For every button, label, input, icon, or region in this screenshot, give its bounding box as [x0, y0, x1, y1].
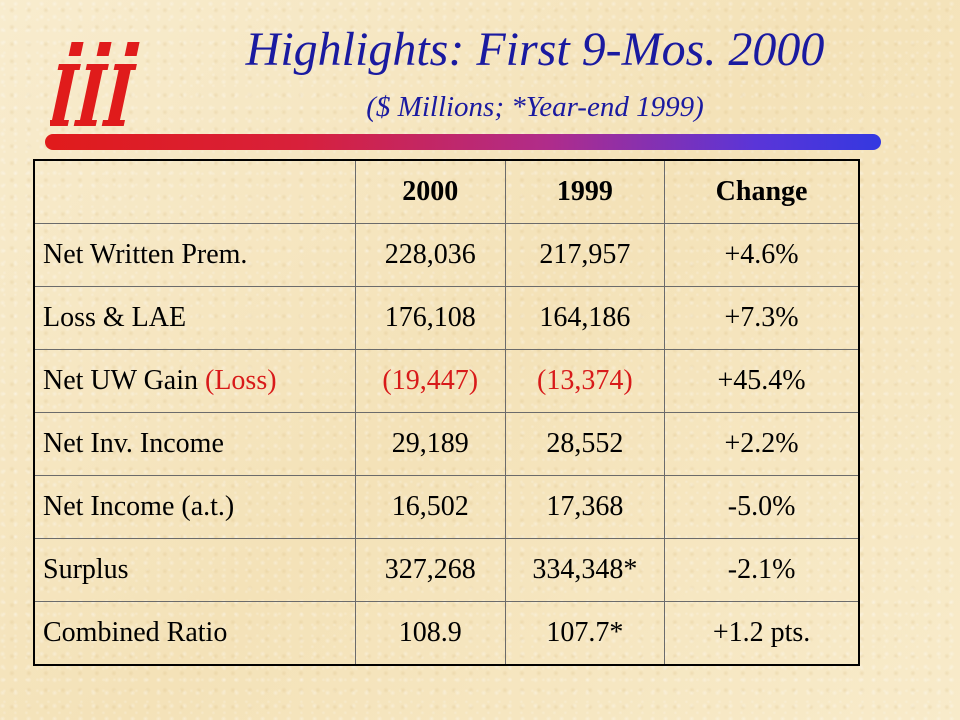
highlights-table: 2000 1999 Change Net Written Prem. 228,0…: [33, 159, 860, 666]
page-title: Highlights: First 9-Mos. 2000: [245, 23, 825, 76]
value-2000: 108.9: [354, 601, 506, 666]
value-1999: 107.7*: [504, 601, 666, 666]
value-2000: (19,447): [354, 349, 506, 413]
header-cell-1999: 1999: [504, 159, 666, 224]
row-label-main: Net UW Gain: [43, 365, 198, 396]
table-row: Net Income (a.t.) 16,502 17,368 -5.0%: [33, 475, 860, 539]
value-change: -5.0%: [664, 475, 860, 539]
value-2000: 228,036: [354, 223, 506, 287]
table-row: Combined Ratio 108.9 107.7* +1.2 pts.: [33, 601, 860, 666]
row-label: Surplus: [33, 538, 356, 602]
row-label: Combined Ratio: [33, 601, 356, 666]
row-label: Net Income (a.t.): [33, 475, 356, 539]
row-label-loss: (Loss): [205, 365, 277, 396]
value-change: +1.2 pts.: [664, 601, 860, 666]
row-label: Loss & LAE: [33, 286, 356, 350]
value-1999: (13,374): [504, 349, 666, 413]
header-cell-2000: 2000: [354, 159, 506, 224]
value-change: +45.4%: [664, 349, 860, 413]
row-label: Net Inv. Income: [33, 412, 356, 476]
table-row: Net Written Prem. 228,036 217,957 +4.6%: [33, 223, 860, 287]
value-2000: 176,108: [354, 286, 506, 350]
table-row: Net Inv. Income 29,189 28,552 +2.2%: [33, 412, 860, 476]
value-2000: 327,268: [354, 538, 506, 602]
value-1999: 334,348*: [504, 538, 666, 602]
table-header-row: 2000 1999 Change: [33, 159, 860, 224]
value-change: +7.3%: [664, 286, 860, 350]
value-1999: 17,368: [504, 475, 666, 539]
table-row: Loss & LAE 176,108 164,186 +7.3%: [33, 286, 860, 350]
value-1999: 164,186: [504, 286, 666, 350]
value-change: +2.2%: [664, 412, 860, 476]
header-cell-blank: [33, 159, 356, 224]
value-1999: 28,552: [504, 412, 666, 476]
page-subtitle: ($ Millions; *Year-end 1999): [366, 91, 704, 123]
value-change: +4.6%: [664, 223, 860, 287]
value-change: -2.1%: [664, 538, 860, 602]
row-label: Net UW Gain (Loss): [33, 349, 356, 413]
table-row: Net UW Gain (Loss) (19,447) (13,374) +45…: [33, 349, 860, 413]
value-2000: 16,502: [354, 475, 506, 539]
value-1999: 217,957: [504, 223, 666, 287]
header-cell-change: Change: [664, 159, 860, 224]
table-row: Surplus 327,268 334,348* -2.1%: [33, 538, 860, 602]
title-divider: [45, 134, 881, 150]
value-2000: 29,189: [354, 412, 506, 476]
iii-logo-icon: [50, 42, 140, 126]
row-label: Net Written Prem.: [33, 223, 356, 287]
